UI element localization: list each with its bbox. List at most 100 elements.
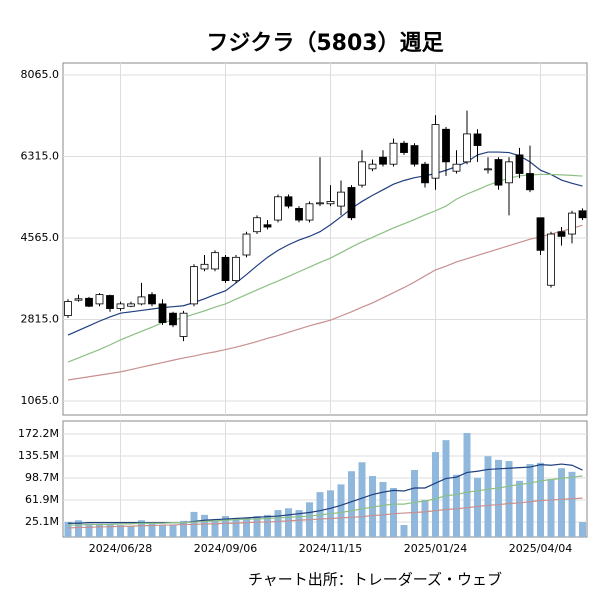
candle-body	[421, 163, 429, 184]
candle-body	[64, 301, 72, 316]
candle-body	[515, 154, 524, 174]
volume-bar	[400, 525, 408, 537]
volume-bar	[243, 517, 250, 537]
volume-bar	[274, 510, 282, 537]
volume-bar	[64, 522, 72, 537]
candle-body	[127, 303, 135, 307]
candle-body	[274, 196, 282, 221]
volume-bar	[558, 468, 565, 537]
chart-title: フジクラ（5803）週足	[206, 31, 443, 56]
candle-body	[295, 208, 303, 221]
candle-body	[484, 168, 492, 171]
moving-average	[67, 224, 583, 381]
candle-body	[452, 163, 461, 172]
volume-bar	[358, 462, 366, 537]
volume-bar	[201, 514, 208, 537]
candle-body	[158, 303, 167, 323]
volume-bar	[285, 508, 292, 537]
candle-body	[358, 161, 366, 186]
moving-average	[67, 151, 583, 336]
volume-bar	[453, 474, 460, 537]
volume-bar	[295, 510, 303, 537]
candle-body	[337, 191, 345, 207]
candle-body	[169, 312, 177, 326]
candle-body	[305, 203, 314, 221]
candle-body	[179, 312, 188, 337]
y-tick-label: 4565.0	[21, 231, 60, 244]
candle-body	[379, 156, 387, 165]
y-tick-label: 6315.0	[21, 150, 60, 163]
candle-body	[389, 142, 398, 165]
volume-bar	[568, 471, 576, 537]
price-panel	[62, 62, 588, 416]
volume-bar	[505, 461, 513, 537]
volume-bar	[180, 520, 187, 537]
candle-body	[442, 128, 450, 163]
x-tick-label: 2024/11/15	[299, 542, 362, 555]
candle-body	[578, 210, 587, 219]
volume-bar	[421, 499, 429, 537]
candle-body	[526, 173, 534, 191]
volume-bar	[169, 525, 177, 537]
volume-bar	[222, 516, 229, 537]
y-tick-label: 8065.0	[21, 68, 60, 81]
x-tick-label: 2024/09/06	[194, 542, 257, 555]
y-tick-label: 172.2M	[18, 427, 59, 440]
candle-body	[85, 297, 93, 307]
volume-bar	[159, 525, 166, 537]
candle-body	[410, 145, 419, 165]
candle-body	[253, 217, 261, 233]
candle-body	[494, 159, 503, 186]
candle-body	[284, 196, 293, 207]
volume-bar	[148, 523, 156, 537]
y-tick-label: 98.7M	[25, 471, 59, 484]
volume-bar	[432, 452, 439, 537]
volume-bar	[75, 520, 82, 537]
candle-body	[200, 263, 209, 270]
volume-bar	[484, 456, 492, 537]
volume-bar	[232, 517, 240, 537]
candle-body	[431, 124, 440, 179]
candle-body	[95, 294, 104, 305]
volume-bar	[463, 432, 471, 537]
y-tick-label: 1065.0	[21, 394, 60, 407]
volume-bar	[411, 470, 418, 537]
x-tick-label: 2025/01/24	[404, 542, 467, 555]
candle-body	[536, 217, 545, 251]
candle-body	[547, 233, 555, 286]
volume-bar	[579, 522, 586, 537]
candle-body	[368, 163, 377, 170]
volume-bar	[390, 487, 397, 537]
volume-bar	[474, 477, 481, 537]
candle-body	[137, 296, 146, 305]
volume-bar	[516, 480, 523, 537]
y-tick-label: 25.1M	[25, 515, 59, 528]
volume-bar	[526, 464, 534, 537]
candle-body	[263, 224, 272, 228]
x-tick-label: 2025/04/04	[509, 542, 572, 555]
source: チャート出所：トレーダーズ・ウェブ	[248, 571, 502, 589]
candle-body	[148, 294, 156, 305]
candle-body	[242, 233, 251, 256]
y-tick-label: 2815.0	[21, 312, 60, 325]
volume-bar	[348, 471, 355, 537]
volume-bar	[138, 520, 145, 537]
candle-body	[463, 133, 471, 163]
candle-body	[116, 303, 125, 309]
y-tick-label: 61.9M	[25, 493, 59, 506]
moving-average	[68, 475, 583, 526]
candle-body	[316, 202, 324, 205]
candle-body	[232, 256, 240, 282]
volume-bar	[106, 523, 114, 537]
volume-bar	[337, 484, 345, 537]
candle-body	[221, 256, 230, 282]
candle-body	[211, 252, 219, 270]
candle-body	[473, 133, 482, 146]
volume-bar	[495, 459, 502, 537]
candle-body	[568, 212, 576, 235]
candle-body	[326, 201, 335, 205]
volume-bar	[253, 516, 261, 537]
volume-bar	[85, 523, 93, 537]
volume-bar	[211, 520, 219, 537]
